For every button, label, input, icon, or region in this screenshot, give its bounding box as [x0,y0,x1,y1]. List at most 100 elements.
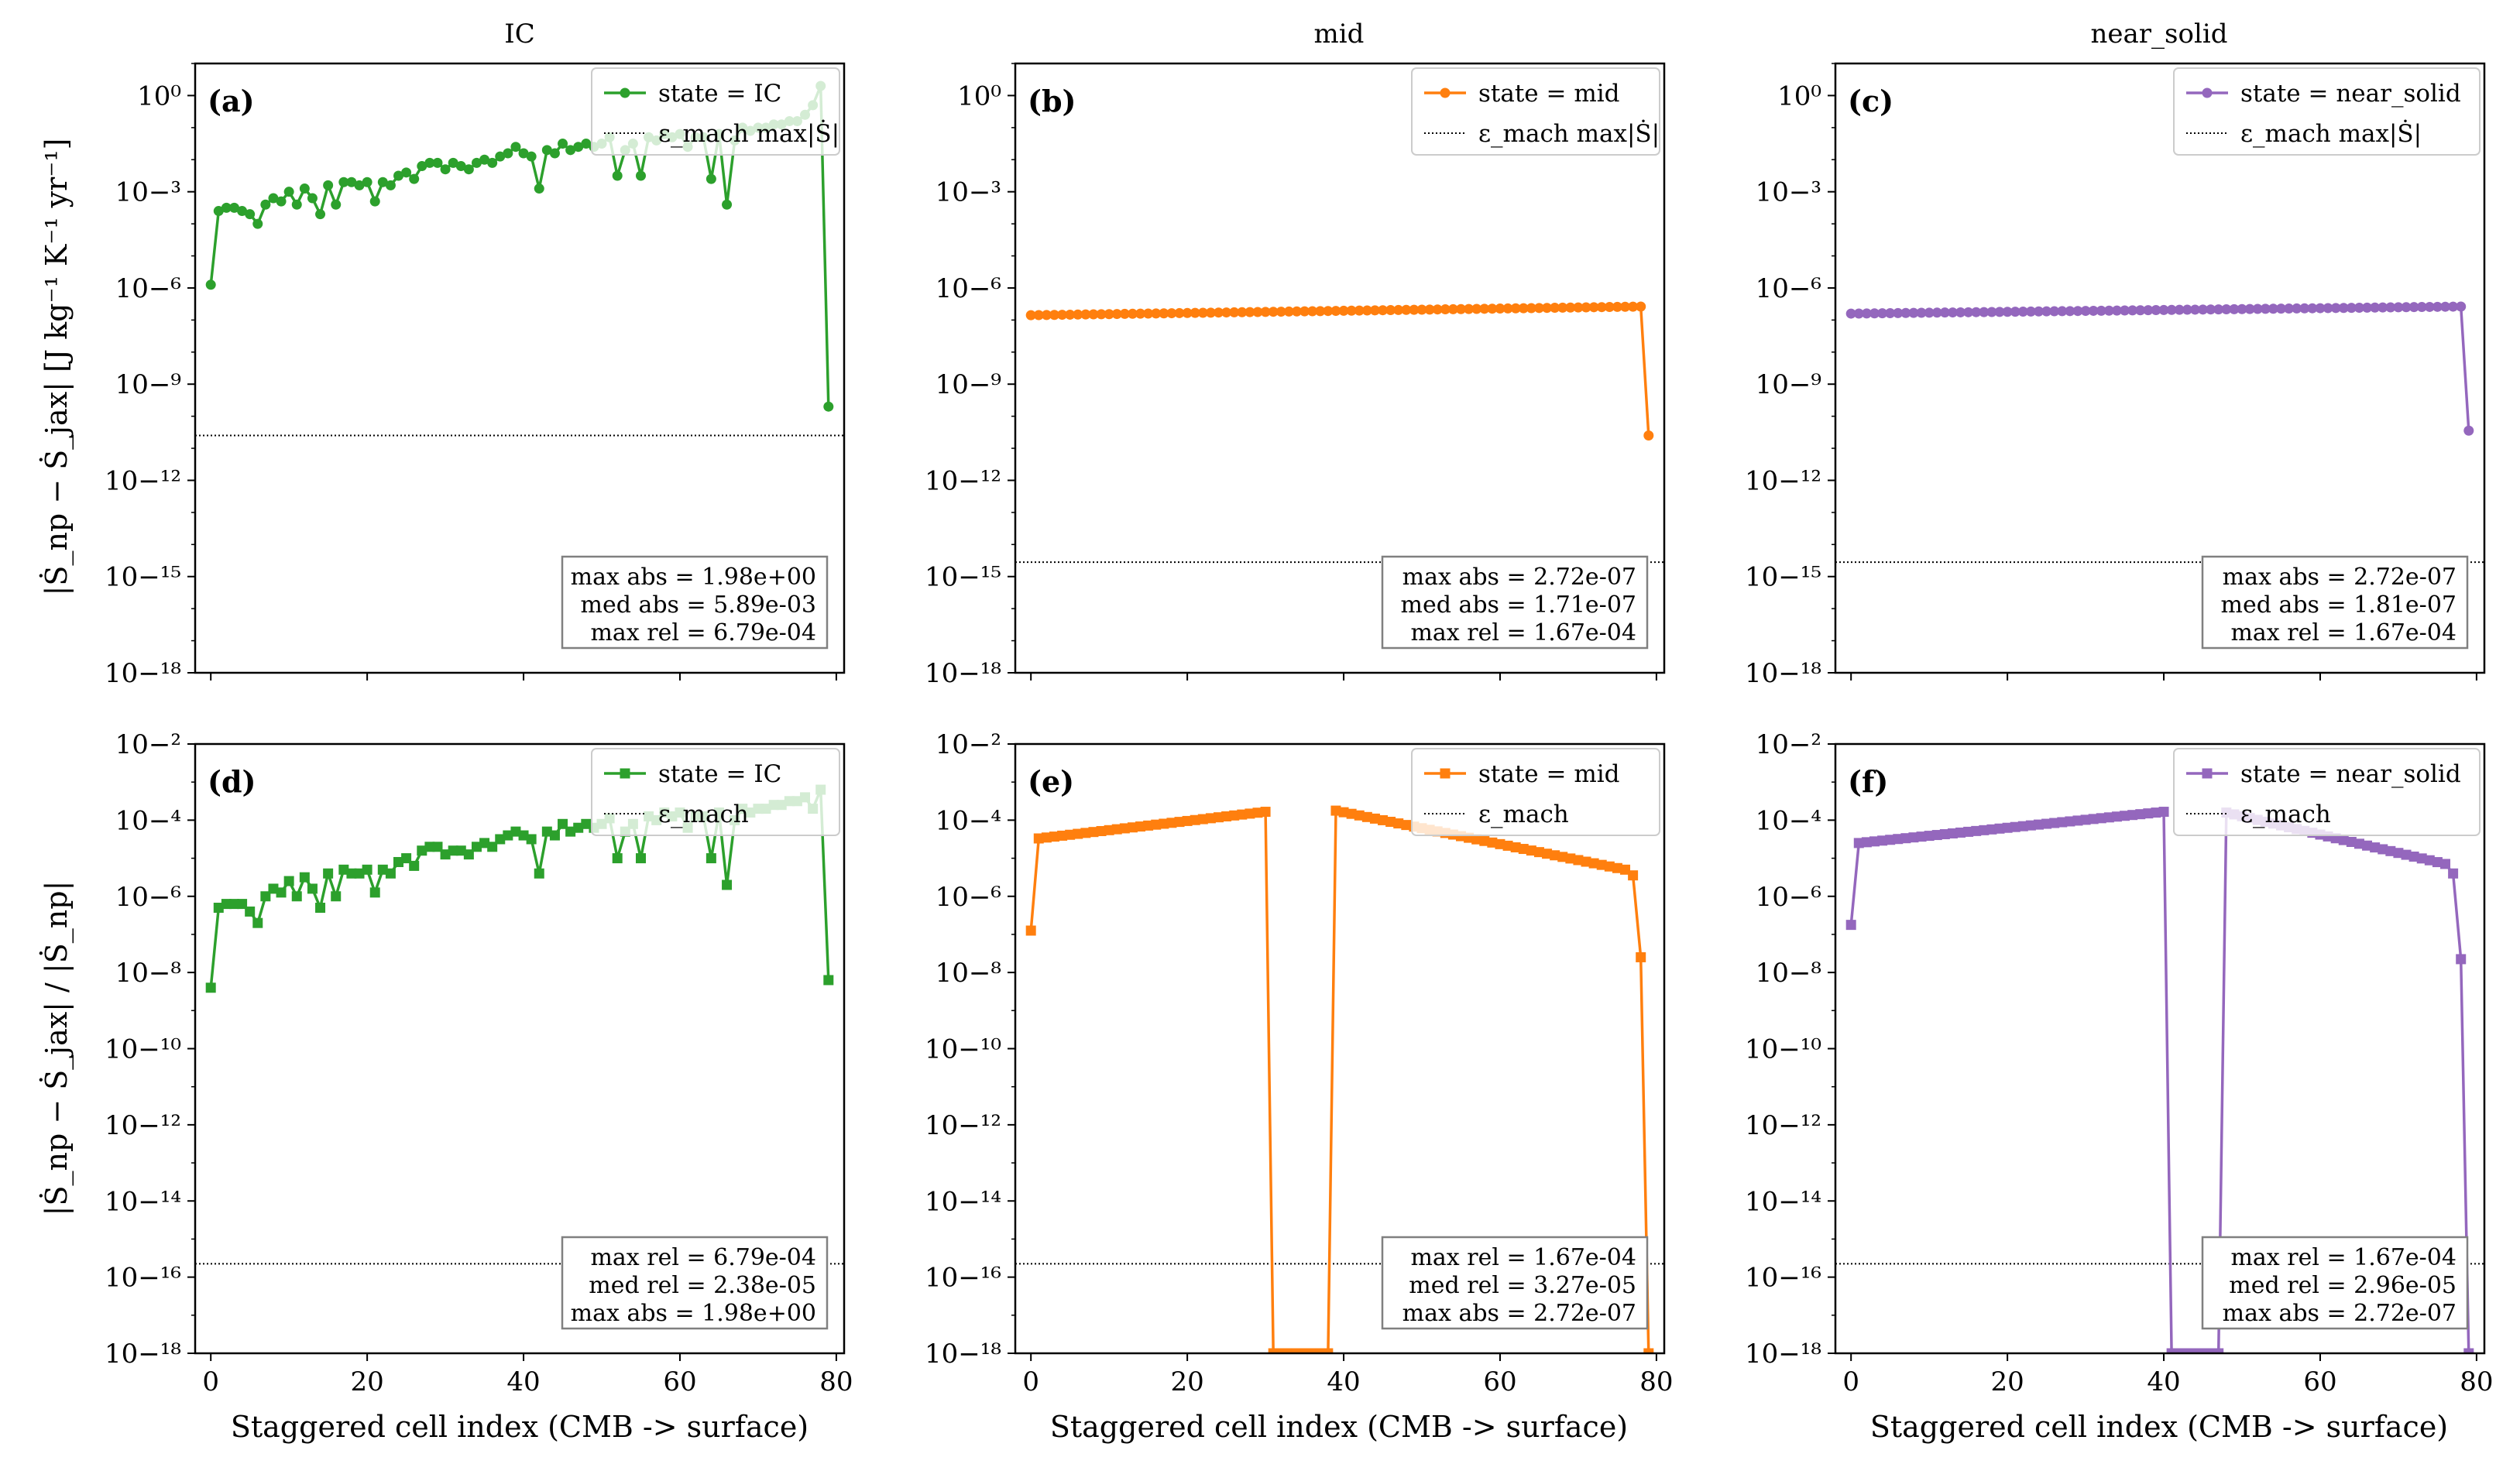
data-point [1182,307,1193,318]
data-point [2103,812,2114,823]
data-point [1542,849,1553,859]
data-point [1245,808,1255,819]
stats-line: med abs = 1.71e-07 [1401,591,1637,619]
data-point [315,903,326,914]
data-point [1283,306,1294,317]
data-point [2198,1348,2209,1353]
data-point [1237,307,1248,317]
data-point [1307,306,1318,317]
y-tick-label: 10−³ [115,177,181,208]
data-point [1385,305,1396,316]
data-point [2338,303,2349,314]
data-point [1221,811,1232,821]
data-point [558,818,568,829]
data-point [409,860,420,871]
data-point [2370,302,2381,313]
data-point [2284,303,2295,314]
data-point [1502,303,1513,314]
data-point [541,145,552,156]
y-tick-label: 10−⁴ [936,805,1001,836]
series-b [1025,301,1654,441]
data-point [1550,303,1560,314]
y-tick-label: 10−⁶ [115,273,181,304]
stats-line: med abs = 5.89e-03 [581,591,817,619]
data-point [487,157,498,168]
data-point [1104,309,1114,320]
data-point [2260,303,2271,314]
column-title-ic: IC [504,19,534,50]
data-point [1159,308,1169,319]
data-point [377,177,388,187]
data-point [1330,805,1341,816]
data-point [1612,862,1622,873]
stats-line: max rel = 6.79e-04 [590,1244,816,1271]
stats-line: med rel = 3.27e-05 [1409,1272,1636,1299]
panel-label: (d) [208,764,256,799]
data-point [260,891,271,902]
data-point [432,842,443,852]
data-point [2378,844,2388,855]
y-tick-label: 10−² [115,729,181,760]
data-point [1166,308,1177,319]
stats-line: max rel = 1.67e-04 [2230,1244,2456,1271]
data-point [2244,303,2255,314]
data-point [307,193,318,204]
y-tick-label: 10−² [1756,729,1821,760]
data-point [237,899,248,910]
data-point [558,139,568,149]
data-point [1361,305,1372,316]
data-point [471,157,482,168]
data-point [479,838,490,849]
data-point [1111,824,1122,835]
data-point [323,180,334,190]
data-point [1526,303,1536,314]
data-point [2353,838,2364,849]
legend-series-label: state = IC [658,80,781,108]
data-point [1323,306,1334,317]
data-point [612,853,623,864]
data-point [1947,307,1958,318]
data-point [2072,815,2083,826]
y-tick-label: 10−⁴ [115,805,181,836]
data-point [1628,870,1639,881]
data-point [401,167,412,178]
data-point [1565,302,1576,313]
data-point [362,177,373,187]
y-tick-label: 10−⁶ [936,882,1001,913]
data-point [2096,813,2106,824]
data-point [1151,819,1162,830]
data-point [1369,813,1380,824]
data-point [2408,302,2419,313]
data-point [471,842,482,852]
data-point [1620,301,1631,312]
panel-label: (f) [1848,764,1888,799]
data-point [1440,304,1451,315]
legend-series-label: state = IC [658,760,781,788]
y-tick-label: 10−¹⁶ [1745,1263,1821,1294]
data-point [2065,816,2075,827]
data-point [1252,807,1263,818]
data-point [463,849,474,860]
data-point [1409,304,1420,315]
data-point [1174,817,1185,828]
data-point [1080,309,1091,320]
data-point [1049,831,1059,842]
data-point [1315,306,1326,317]
legend-reference-label: ε_mach max|Ṡ| [658,118,839,148]
data-point [1581,856,1591,867]
data-point [2111,305,2122,316]
panel-label: (c) [1848,84,1893,118]
data-point [213,206,224,217]
data-point [1338,305,1349,316]
stats-line: max abs = 2.72e-07 [2223,1300,2456,1327]
stats-line: max rel = 1.67e-04 [1410,1244,1636,1271]
y-tick-label: 10−¹⁸ [105,1339,181,1370]
y-tick-label: 10−⁸ [936,958,1001,989]
data-point [2330,303,2341,314]
data-point [565,826,576,837]
data-point [1979,825,1990,835]
y-tick-label: 10−⁸ [1756,958,1821,989]
data-point [2229,303,2240,314]
data-point [2416,302,2427,313]
